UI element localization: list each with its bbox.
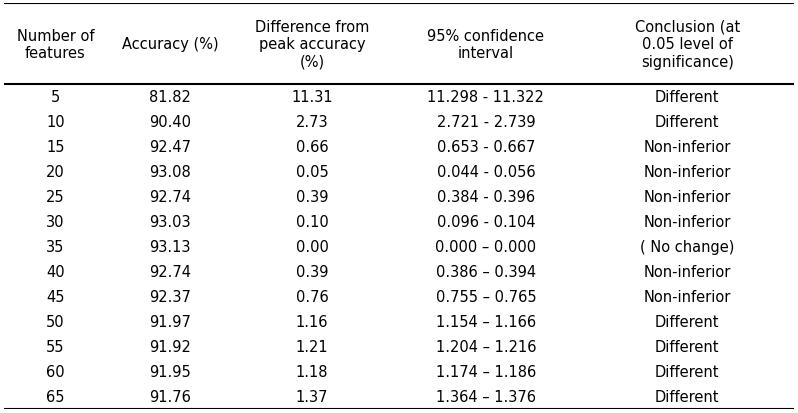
Text: 11.31: 11.31	[291, 90, 333, 105]
Text: Conclusion (at
0.05 level of
significance): Conclusion (at 0.05 level of significanc…	[634, 20, 740, 69]
Text: 92.74: 92.74	[149, 190, 191, 205]
Text: 35: 35	[46, 240, 65, 254]
Text: 0.384 - 0.396: 0.384 - 0.396	[437, 190, 535, 205]
Text: 90.40: 90.40	[149, 115, 191, 130]
Text: 30: 30	[46, 215, 65, 230]
Text: 0.096 - 0.104: 0.096 - 0.104	[437, 215, 535, 230]
Text: Different: Different	[655, 389, 720, 404]
Text: Non-inferior: Non-inferior	[643, 264, 731, 279]
Text: Different: Different	[655, 115, 720, 130]
Text: Accuracy (%): Accuracy (%)	[121, 37, 219, 52]
Text: 1.21: 1.21	[296, 339, 329, 354]
Text: 20: 20	[46, 165, 65, 180]
Text: 93.08: 93.08	[149, 165, 191, 180]
Text: 91.97: 91.97	[149, 314, 191, 329]
Text: 92.47: 92.47	[149, 140, 191, 155]
Text: 93.13: 93.13	[149, 240, 191, 254]
Text: 81.82: 81.82	[149, 90, 191, 105]
Text: Non-inferior: Non-inferior	[643, 215, 731, 230]
Text: 0.000 – 0.000: 0.000 – 0.000	[435, 240, 536, 254]
Text: 0.755 – 0.765: 0.755 – 0.765	[436, 289, 536, 304]
Text: 1.174 – 1.186: 1.174 – 1.186	[436, 364, 536, 379]
Text: Non-inferior: Non-inferior	[643, 190, 731, 205]
Text: 91.76: 91.76	[149, 389, 191, 404]
Text: 1.16: 1.16	[296, 314, 329, 329]
Text: Different: Different	[655, 314, 720, 329]
Text: 1.18: 1.18	[296, 364, 329, 379]
Text: 1.154 – 1.166: 1.154 – 1.166	[436, 314, 536, 329]
Text: 92.74: 92.74	[149, 264, 191, 279]
Text: 0.10: 0.10	[296, 215, 329, 230]
Text: 0.386 – 0.394: 0.386 – 0.394	[436, 264, 536, 279]
Text: Different: Different	[655, 90, 720, 105]
Text: Difference from
peak accuracy
(%): Difference from peak accuracy (%)	[255, 20, 369, 69]
Text: Different: Different	[655, 364, 720, 379]
Text: 2.721 - 2.739: 2.721 - 2.739	[437, 115, 535, 130]
Text: Number of
features: Number of features	[17, 28, 94, 61]
Text: 1.204 – 1.216: 1.204 – 1.216	[436, 339, 536, 354]
Text: 65: 65	[46, 389, 65, 404]
Text: 95% confidence
interval: 95% confidence interval	[428, 28, 544, 61]
Text: 1.364 – 1.376: 1.364 – 1.376	[436, 389, 536, 404]
Text: 10: 10	[46, 115, 65, 130]
Text: 93.03: 93.03	[149, 215, 191, 230]
Text: 1.37: 1.37	[296, 389, 329, 404]
Text: 92.37: 92.37	[149, 289, 191, 304]
Text: 0.653 - 0.667: 0.653 - 0.667	[437, 140, 535, 155]
Text: 0.76: 0.76	[296, 289, 329, 304]
Text: 25: 25	[46, 190, 65, 205]
Text: 0.044 - 0.056: 0.044 - 0.056	[437, 165, 535, 180]
Text: 11.298 - 11.322: 11.298 - 11.322	[428, 90, 544, 105]
Text: 0.39: 0.39	[296, 190, 329, 205]
Text: 0.39: 0.39	[296, 264, 329, 279]
Text: ( No change): ( No change)	[640, 240, 734, 254]
Text: 0.66: 0.66	[296, 140, 329, 155]
Text: 0.05: 0.05	[296, 165, 329, 180]
Text: 91.95: 91.95	[149, 364, 191, 379]
Text: Non-inferior: Non-inferior	[643, 289, 731, 304]
Text: 91.92: 91.92	[149, 339, 191, 354]
Text: Non-inferior: Non-inferior	[643, 165, 731, 180]
Text: 50: 50	[46, 314, 65, 329]
Text: 0.00: 0.00	[296, 240, 329, 254]
Text: 2.73: 2.73	[296, 115, 329, 130]
Text: 45: 45	[46, 289, 65, 304]
Text: 15: 15	[46, 140, 65, 155]
Text: 55: 55	[46, 339, 65, 354]
Text: 5: 5	[51, 90, 60, 105]
Text: Different: Different	[655, 339, 720, 354]
Text: 60: 60	[46, 364, 65, 379]
Text: 40: 40	[46, 264, 65, 279]
Text: Non-inferior: Non-inferior	[643, 140, 731, 155]
